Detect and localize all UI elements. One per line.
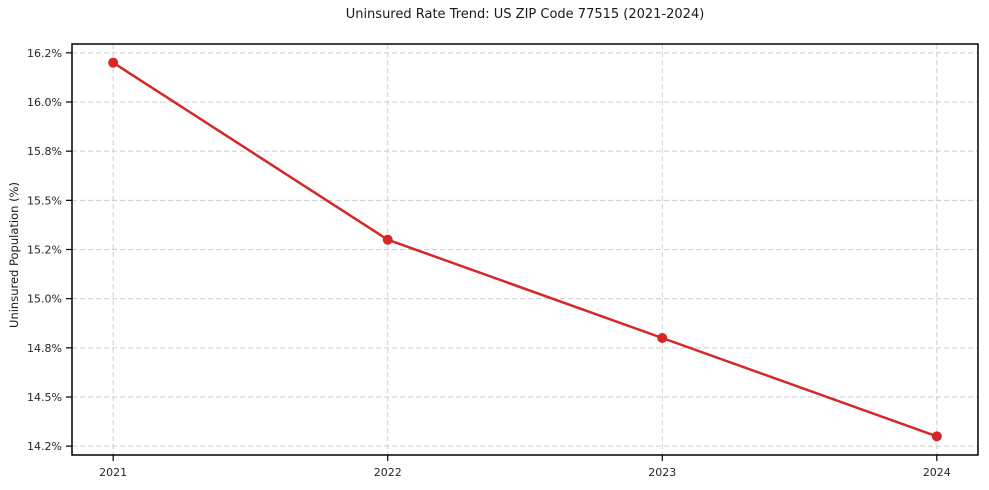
x-tick-label: 2023 (648, 466, 676, 479)
y-tick-label: 15.2% (27, 244, 62, 257)
y-tick-label: 16.0% (27, 96, 62, 109)
x-tick-label: 2022 (374, 466, 402, 479)
y-tick-label: 16.2% (27, 47, 62, 60)
data-point (108, 57, 119, 68)
data-point (382, 234, 393, 245)
chart-title: Uninsured Rate Trend: US ZIP Code 77515 … (345, 7, 705, 22)
x-tick-label: 2024 (923, 466, 951, 479)
y-tick-label: 15.0% (27, 293, 62, 306)
data-point (657, 332, 668, 343)
plot-border (71, 43, 979, 456)
y-tick-label: 14.8% (27, 342, 62, 355)
y-tick-label: 15.8% (27, 145, 62, 158)
y-tick-label: 15.5% (27, 194, 62, 207)
y-tick-label: 14.2% (27, 440, 62, 453)
data-point (931, 431, 942, 442)
y-tick-label: 14.5% (27, 391, 62, 404)
x-tick-label: 2021 (99, 466, 127, 479)
trend-line (111, 61, 939, 438)
